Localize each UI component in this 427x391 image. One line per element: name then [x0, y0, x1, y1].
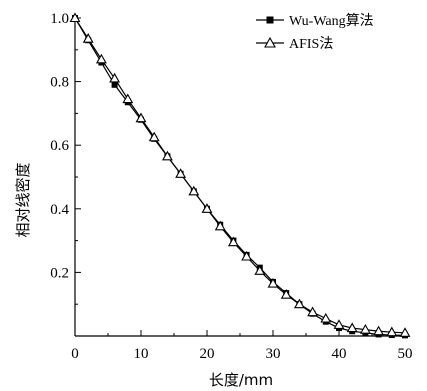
data-point-afis: [386, 326, 398, 337]
data-point-afis: [307, 306, 319, 317]
data-point-afis: [359, 324, 371, 334]
series-line-0: [74, 17, 406, 336]
y-tick-label: 0.6: [50, 138, 69, 154]
data-point-afis: [333, 319, 345, 329]
y-tick-label: 0.8: [50, 75, 69, 91]
legend-marker-afis: [264, 36, 276, 48]
y-tick-label: 1.0: [50, 11, 69, 27]
data-point-afis: [201, 203, 213, 213]
x-tick-label: 0: [71, 346, 79, 362]
x-tick-label: 30: [266, 346, 281, 362]
data-point-afis: [135, 112, 147, 123]
data-point-afis: [148, 131, 160, 142]
y-ticks: 0.2 0.4 0.6 0.8 1.0: [50, 11, 81, 337]
data-point-afis: [346, 322, 358, 333]
data-point-afis: [175, 168, 187, 178]
y-tick-label: 0.2: [50, 265, 69, 281]
data-point-afis: [254, 265, 266, 275]
legend-label-afis: AFIS法: [289, 36, 333, 52]
data-point-wu-wang: [111, 81, 118, 88]
data-point-afis: [293, 298, 305, 309]
data-point-afis: [320, 312, 332, 323]
legend: Wu-Wang算法 AFIS法: [256, 13, 374, 52]
y-axis-title: 相对线密度: [14, 162, 32, 237]
data-point-afis: [109, 72, 121, 83]
data-point-afis: [241, 250, 253, 261]
x-tick-label: 40: [332, 346, 347, 362]
series-group: [69, 12, 411, 339]
x-ticks: 0 10 20 30 40 50: [71, 330, 413, 362]
x-axis-title: 长度/mm: [209, 371, 273, 389]
series-line-1: [74, 17, 406, 334]
data-point-afis: [122, 93, 134, 104]
legend-label-wu-wang: Wu-Wang算法: [289, 13, 374, 29]
data-point-afis: [280, 289, 292, 299]
data-point-afis: [188, 185, 200, 196]
data-point-afis: [161, 150, 173, 161]
legend-marker-wu-wang: [266, 16, 274, 24]
data-point-afis: [69, 12, 81, 23]
y-tick-label: 0.4: [50, 202, 69, 218]
data-point-afis: [82, 33, 94, 43]
data-point-afis: [373, 325, 385, 336]
data-point-afis: [399, 327, 411, 337]
data-point-afis: [95, 53, 107, 64]
data-point-afis: [267, 277, 279, 288]
x-tick-label: 10: [134, 346, 149, 362]
x-tick-label: 20: [200, 346, 215, 362]
x-tick-label: 50: [398, 346, 413, 362]
data-point-afis: [214, 220, 226, 231]
data-point-afis: [227, 236, 239, 247]
